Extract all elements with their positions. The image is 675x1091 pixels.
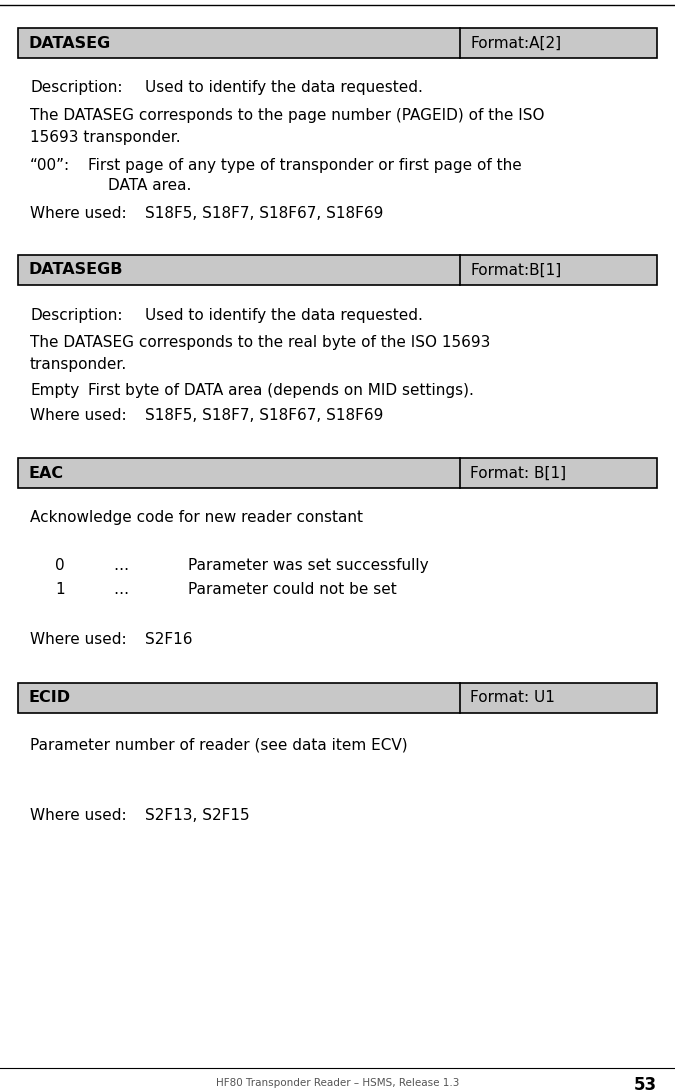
Text: First byte of DATA area (depends on MID settings).: First byte of DATA area (depends on MID … xyxy=(88,383,474,398)
Text: Format:A[2]: Format:A[2] xyxy=(470,36,561,50)
Text: Where used:: Where used: xyxy=(30,206,127,221)
Text: DATA area.: DATA area. xyxy=(108,178,192,193)
Text: 1: 1 xyxy=(55,582,65,597)
Text: First page of any type of transponder or first page of the: First page of any type of transponder or… xyxy=(88,158,522,173)
Bar xyxy=(18,458,657,488)
Text: Where used:: Where used: xyxy=(30,632,127,647)
Text: DATASEGB: DATASEGB xyxy=(28,263,122,277)
Text: 15693 transponder.: 15693 transponder. xyxy=(30,130,181,145)
Text: S18F5, S18F7, S18F67, S18F69: S18F5, S18F7, S18F67, S18F69 xyxy=(145,408,383,423)
Text: S18F5, S18F7, S18F67, S18F69: S18F5, S18F7, S18F67, S18F69 xyxy=(145,206,383,221)
Text: 0: 0 xyxy=(55,558,65,573)
Text: Used to identify the data requested.: Used to identify the data requested. xyxy=(145,80,423,95)
Text: Where used:: Where used: xyxy=(30,408,127,423)
Text: HF80 Transponder Reader – HSMS, Release 1.3: HF80 Transponder Reader – HSMS, Release … xyxy=(216,1078,459,1088)
Text: Used to identify the data requested.: Used to identify the data requested. xyxy=(145,308,423,323)
Text: Format: U1: Format: U1 xyxy=(470,691,555,706)
Text: Empty: Empty xyxy=(30,383,79,398)
Text: 53: 53 xyxy=(634,1076,657,1091)
Text: …: … xyxy=(113,558,128,573)
Bar xyxy=(18,255,657,285)
Text: The DATASEG corresponds to the real byte of the ISO 15693: The DATASEG corresponds to the real byte… xyxy=(30,335,490,350)
Text: S2F16: S2F16 xyxy=(145,632,192,647)
Text: Parameter was set successfully: Parameter was set successfully xyxy=(188,558,429,573)
Text: Format:B[1]: Format:B[1] xyxy=(470,263,561,277)
Text: Description:: Description: xyxy=(30,80,122,95)
Text: transponder.: transponder. xyxy=(30,357,128,372)
Text: EAC: EAC xyxy=(28,466,63,480)
Bar xyxy=(18,28,657,58)
Text: Format: B[1]: Format: B[1] xyxy=(470,466,566,480)
Text: Description:: Description: xyxy=(30,308,122,323)
Text: The DATASEG corresponds to the page number (PAGEID) of the ISO: The DATASEG corresponds to the page numb… xyxy=(30,108,545,123)
Text: “00”:: “00”: xyxy=(30,158,70,173)
Text: DATASEG: DATASEG xyxy=(28,36,110,50)
Text: Acknowledge code for new reader constant: Acknowledge code for new reader constant xyxy=(30,509,363,525)
Text: ECID: ECID xyxy=(28,691,70,706)
Text: S2F13, S2F15: S2F13, S2F15 xyxy=(145,808,250,823)
Text: Where used:: Where used: xyxy=(30,808,127,823)
Text: Parameter number of reader (see data item ECV): Parameter number of reader (see data ite… xyxy=(30,738,408,753)
Bar xyxy=(18,683,657,714)
Text: Parameter could not be set: Parameter could not be set xyxy=(188,582,397,597)
Text: …: … xyxy=(113,582,128,597)
